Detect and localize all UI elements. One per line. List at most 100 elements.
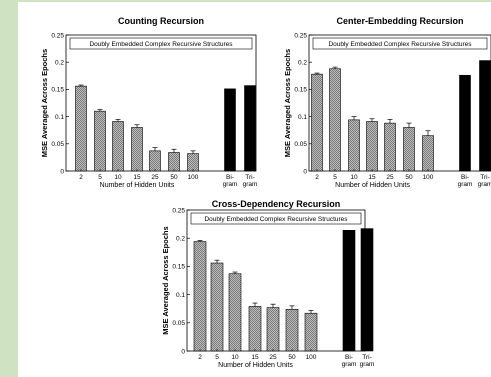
srn-bar [248,306,262,352]
y-tick-label: 0 [303,168,307,175]
x-tick-label: 50 [405,174,413,181]
srn-bar [131,127,143,172]
ngram-bar [244,85,256,172]
x-tick-label: 2 [198,354,202,361]
subtitle-box [312,37,488,50]
chart-panel-1: Counting Recursion Doubly Embedded Comple… [40,16,257,189]
x-tick-label: Tri- [480,174,490,181]
srn-bar [304,312,318,352]
srn-bar [75,85,87,172]
srn-bar [311,73,323,172]
subtitle-box-label: Doubly Embedded Complex Recursive Struct… [204,216,348,223]
x-tick-label: gram [223,181,238,188]
y-tick-label: 0.1 [176,292,185,299]
x-tick-label: 15 [133,174,141,181]
ngram-bar [479,60,491,172]
x-tick-label: 5 [98,174,102,181]
y-tick-label: 0.15 [294,87,307,94]
y-tick-label: 0.2 [176,236,185,243]
y-tick-label: 0.25 [172,207,185,214]
x-tick-label: 100 [188,174,199,181]
x-tick-label: 25 [269,354,277,361]
ngram-bar [342,230,356,352]
x-tick-label: 10 [114,174,122,181]
x-tick-label: gram [458,181,473,188]
srn-bar [187,153,199,172]
x-tick-label: 50 [170,174,178,181]
x-tick-label: gram [360,361,375,368]
srn-bar [94,110,106,172]
srn-bar [193,241,207,352]
x-tick-label: Bi- [461,174,469,181]
y-tick-label: 0 [181,348,185,355]
subtitle-box-label: Doubly Embedded Complex Recursive Struct… [328,41,472,48]
x-tick-label: Tri- [362,354,372,361]
srn-bar [266,307,280,352]
x-tick-label: gram [243,181,258,188]
x-tick-label: 2 [315,174,319,181]
y-axis-title: MSE Averaged Across Epochs [161,226,170,334]
srn-bar [210,262,224,352]
plot-frame [65,34,257,172]
y-tick-label: 0.05 [51,141,64,148]
x-tick-label: 5 [215,354,219,361]
x-tick-label: 100 [423,174,434,181]
x-tick-label: Bi- [345,354,353,361]
subtitle-box [190,212,362,225]
y-axis-title: MSE Averaged Across Epochs [283,49,292,157]
y-tick-label: 0 [60,168,64,175]
srn-bar [112,121,124,172]
srn-bar [228,273,242,352]
x-axis-title: Number of Hidden Units [335,182,410,189]
x-tick-label: 10 [231,354,239,361]
y-tick-label: 0.15 [51,87,64,94]
chart-title: Center-Embedding Recursion [336,16,463,26]
x-tick-label: gram [342,361,357,368]
srn-bar [403,127,415,172]
x-tick-label: gram [478,181,491,188]
x-tick-label: 25 [151,174,159,181]
y-tick-label: 0.15 [172,264,185,271]
y-tick-label: 0.2 [55,60,64,67]
x-tick-label: 15 [251,354,259,361]
y-tick-label: 0.05 [294,141,307,148]
y-tick-label: 0.25 [51,32,64,39]
ngram-bar [360,228,374,352]
chart-panel-2: Center-Embedding Recursion Doubly Embedde… [283,16,491,189]
y-tick-label: 0.2 [298,60,307,67]
srn-bar [422,135,434,172]
x-axis-title: Number of Hidden Units [100,182,175,189]
x-tick-label: 15 [368,174,376,181]
x-tick-label: 5 [333,174,337,181]
srn-bar [168,152,180,172]
y-tick-label: 0.1 [298,114,307,121]
subtitle-box [69,37,253,50]
ngram-bar [224,88,236,172]
x-tick-label: 2 [79,174,83,181]
srn-bar [384,122,396,172]
srn-bar [149,150,161,172]
x-tick-label: 25 [386,174,394,181]
ngram-bar [459,74,471,172]
y-tick-label: 0.05 [172,320,185,327]
x-axis-title: Number of Hidden Units [218,362,293,369]
y-tick-label: 0.1 [55,114,64,121]
srn-bar [366,121,378,172]
x-tick-label: 50 [288,354,296,361]
srn-bar [285,308,299,352]
x-tick-label: 100 [306,354,317,361]
x-tick-label: Tri- [245,174,255,181]
srn-bar [348,119,360,172]
chart-title: Counting Recursion [118,16,204,26]
plot-frame [308,34,491,172]
x-tick-label: Bi- [226,174,234,181]
y-axis-title: MSE Averaged Across Epochs [40,49,49,157]
chart-title: Cross-Dependency Recursion [212,199,341,209]
x-tick-label: 10 [350,174,358,181]
y-tick-label: 0.25 [294,32,307,39]
chart-panel-3: Cross-Dependency Recursion Doubly Embedde… [161,199,374,369]
subtitle-box-label: Doubly Embedded Complex Recursive Struct… [89,41,233,48]
srn-bar [329,68,341,172]
